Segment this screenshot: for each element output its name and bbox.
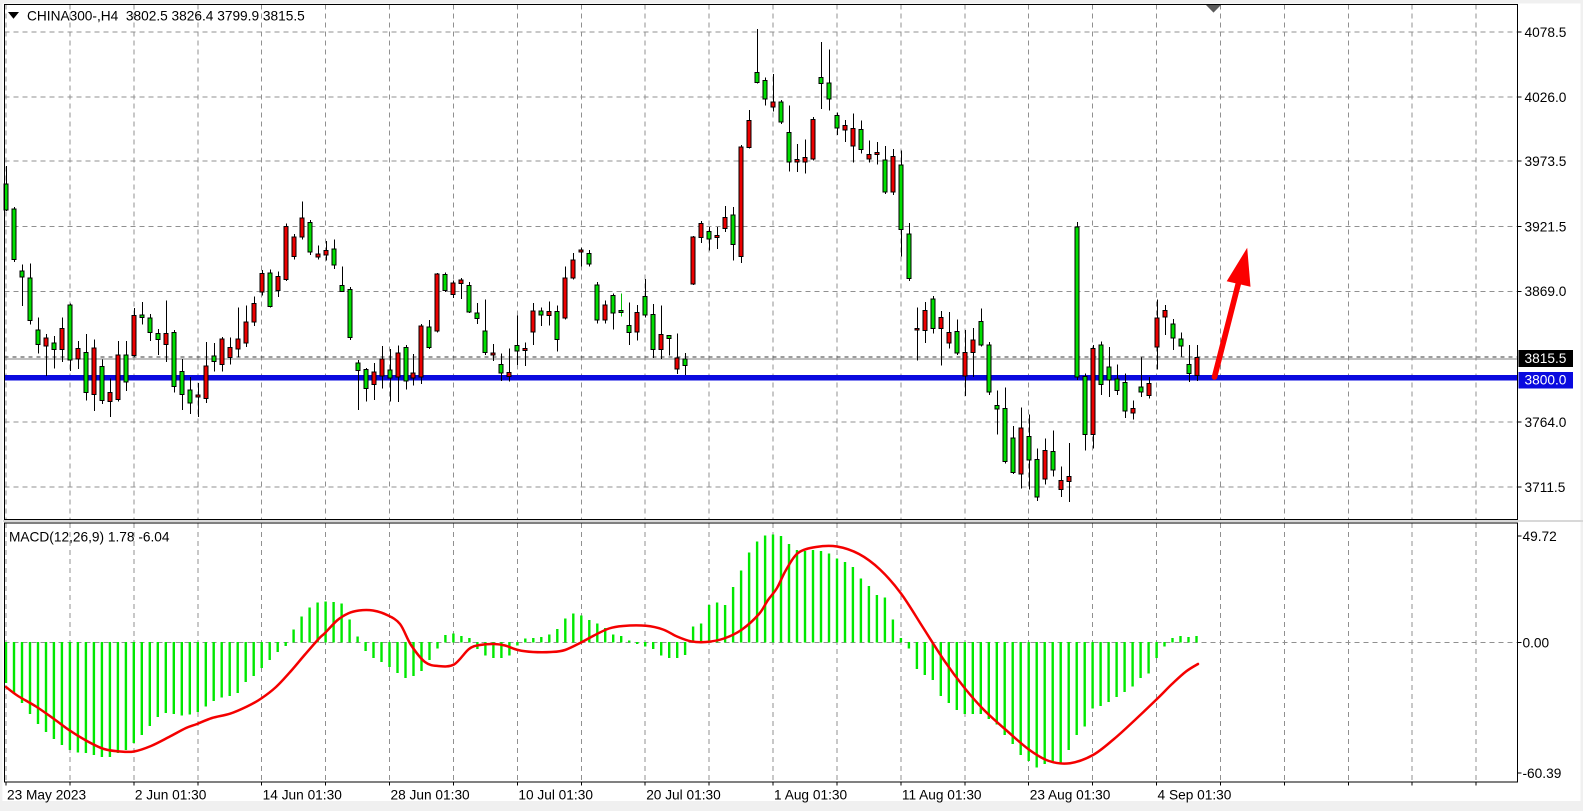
svg-text:-60.39: -60.39: [1523, 766, 1562, 781]
svg-text:3711.5: 3711.5: [1525, 480, 1566, 495]
svg-text:1 Aug 01:30: 1 Aug 01:30: [774, 788, 847, 803]
svg-text:CHINA300-,H4 3802.5 3826.4 37: CHINA300-,H4 3802.5 3826.4 3799.9 3815.5: [27, 9, 305, 24]
svg-text:3815.5: 3815.5: [1525, 351, 1567, 366]
svg-text:3764.0: 3764.0: [1525, 415, 1567, 430]
svg-text:3869.0: 3869.0: [1525, 284, 1567, 299]
svg-text:2 Jun 01:30: 2 Jun 01:30: [135, 788, 207, 803]
svg-text:3921.5: 3921.5: [1525, 219, 1567, 234]
svg-text:14 Jun 01:30: 14 Jun 01:30: [263, 788, 343, 803]
svg-text:49.72: 49.72: [1523, 529, 1557, 544]
svg-text:11 Aug 01:30: 11 Aug 01:30: [902, 788, 982, 803]
svg-text:23 Aug 01:30: 23 Aug 01:30: [1030, 788, 1111, 803]
svg-text:3973.5: 3973.5: [1525, 154, 1567, 169]
svg-text:28 Jun 01:30: 28 Jun 01:30: [391, 788, 471, 803]
svg-text:MACD(12,26,9) 1.78 -6.04: MACD(12,26,9) 1.78 -6.04: [9, 530, 170, 545]
svg-text:4 Sep 01:30: 4 Sep 01:30: [1158, 788, 1232, 803]
svg-text:20 Jul 01:30: 20 Jul 01:30: [646, 788, 721, 803]
svg-text:23 May 2023: 23 May 2023: [7, 788, 87, 803]
svg-text:4026.0: 4026.0: [1525, 90, 1567, 105]
svg-text:3800.0: 3800.0: [1525, 373, 1567, 388]
svg-text:0.00: 0.00: [1523, 635, 1550, 650]
svg-text:4078.5: 4078.5: [1525, 25, 1567, 40]
svg-text:10 Jul 01:30: 10 Jul 01:30: [518, 788, 593, 803]
